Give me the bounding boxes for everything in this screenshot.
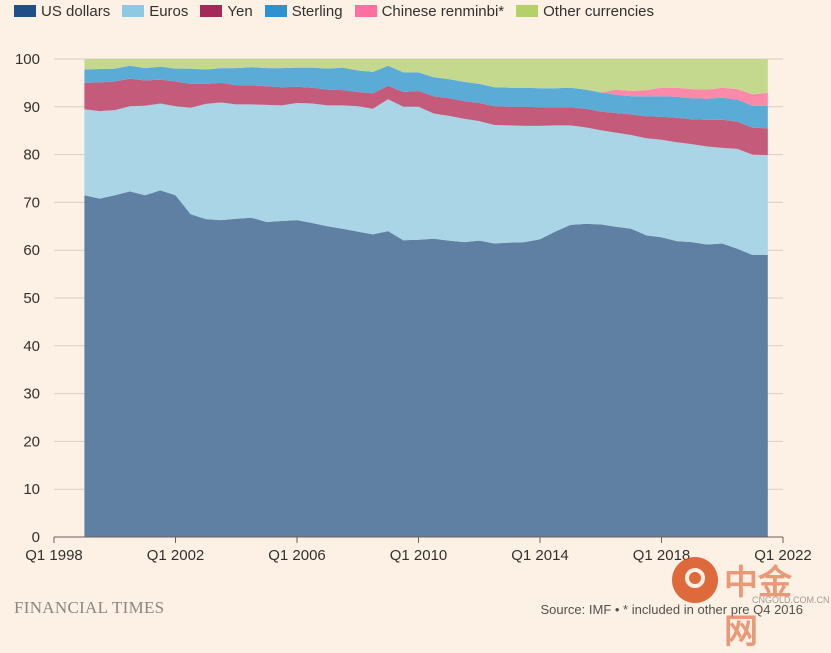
publisher-logo: FINANCIAL TIMES	[14, 598, 165, 617]
x-tick-label: Q1 2018	[633, 547, 691, 564]
series-area-euros	[84, 99, 768, 255]
axes: 0 10 20 30 40 50 60 70 80 90 100 Q1 1998 Q1 2002 Q1 2…	[15, 51, 812, 564]
stacked-area-chart: 0 10 20 30 40 50 60 70 80 90 100 Q1 1998 Q1 2002 Q1 2…	[15, 51, 812, 564]
legend-item: Euros	[122, 3, 188, 20]
legend-label: Other currencies	[543, 2, 655, 20]
chart-legend: US dollars Euros Yen Sterling Chinese renmin…	[14, 1, 654, 21]
x-tick-label: Q1 2002	[147, 547, 205, 564]
y-tick-label: 10	[23, 481, 40, 498]
legend-item: Other currencies	[516, 3, 654, 20]
series-areas	[84, 59, 768, 537]
y-tick-label: 20	[23, 433, 40, 450]
watermark-circle-icon	[672, 557, 718, 603]
legend-item: Chinese renminbi*	[354, 2, 505, 20]
legend-swatch	[516, 5, 539, 17]
x-tick-label: Q1 2014	[511, 547, 569, 564]
y-tick-label: 50	[23, 290, 40, 307]
legend-label: Yen	[227, 2, 253, 20]
legend-swatch	[264, 5, 287, 17]
legend-label: Sterling	[291, 2, 343, 20]
y-tick-label: 80	[23, 147, 40, 164]
legend-label: US dollars	[41, 2, 111, 20]
y-tick-label: 30	[23, 386, 40, 403]
legend-swatch	[122, 5, 145, 17]
x-tick-label: Q1 2022	[754, 547, 812, 564]
series-area-us-dollars	[84, 190, 768, 537]
watermark-url: CNGOLD.COM.CN	[752, 595, 830, 605]
legend-swatch	[14, 5, 36, 17]
x-tick-label: Q1 2010	[390, 547, 448, 564]
legend-item: US dollars	[14, 3, 110, 20]
legend-swatch	[354, 5, 377, 17]
legend-item: Yen	[200, 2, 253, 20]
y-tick-label: 90	[23, 99, 40, 116]
y-tick-label: 0	[32, 529, 40, 546]
legend-swatch	[200, 5, 223, 17]
legend-label: Euros	[149, 2, 189, 20]
x-tick-label: Q1 1998	[25, 547, 83, 564]
series-area-other-currencies	[84, 59, 768, 95]
watermark-logo: 中金网 CNGOLD.COM.CN	[672, 555, 830, 652]
y-tick-label: 70	[23, 194, 40, 211]
y-tick-label: 60	[23, 242, 40, 259]
source-note: Source: IMF • * included in other pre Q4…	[540, 602, 803, 617]
legend-label: Chinese renminbi*	[381, 2, 505, 20]
x-tick-label: Q1 2006	[268, 547, 326, 564]
series-area-sterling	[84, 65, 768, 129]
y-tick-label: 40	[23, 338, 40, 355]
y-tick-label: 100	[15, 51, 40, 68]
series-area-yen	[84, 78, 768, 156]
legend-item: Sterling	[264, 2, 343, 20]
